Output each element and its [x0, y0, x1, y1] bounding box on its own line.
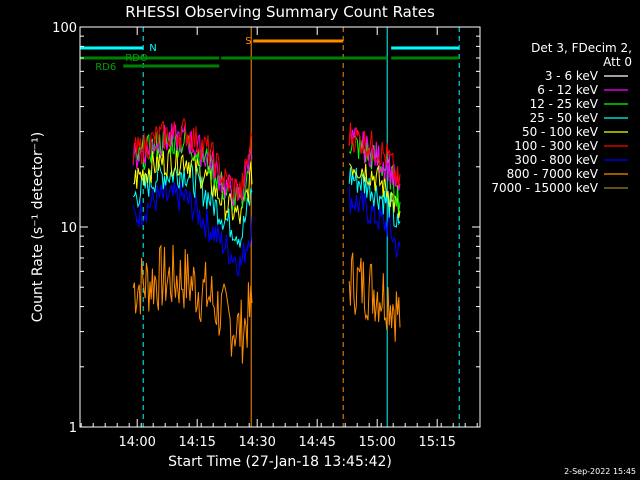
x-axis-label: Start Time (27-Jan-18 13:45:42)	[168, 454, 392, 470]
x-axis-ticks: 14:00 14:15 14:30 14:45 15:00 15:15	[80, 27, 478, 450]
state-label-rdo: RDO	[125, 53, 148, 64]
series-line-6-0	[132, 180, 253, 277]
state-label-rd6: RD6	[95, 62, 116, 73]
legend-header-line-2: Att 0	[603, 55, 632, 69]
series-line-1-1	[348, 126, 401, 191]
y-axis-ticks: 1 10 100	[52, 21, 480, 436]
legend-label-2: 12 - 25 keV	[530, 97, 599, 111]
x-tick-label-2: 14:30	[238, 435, 275, 450]
legend-header-line-1: Det 3, FDecim 2,	[531, 41, 632, 55]
y-tick-label-0: 1	[69, 421, 77, 436]
series-line-1-0	[132, 122, 253, 207]
legend-label-4: 50 - 100 keV	[522, 125, 599, 139]
vertical-markers	[79, 27, 460, 427]
series-line-4-1	[348, 163, 401, 219]
state-label-s: S	[245, 36, 251, 47]
series-line-7-0	[132, 244, 253, 364]
legend-label-1: 6 - 12 keV	[537, 83, 599, 97]
legend-label-7: 800 - 7000 keV	[507, 167, 599, 181]
y-tick-label-2: 100	[52, 21, 77, 36]
y-tick-label-1: 10	[60, 221, 77, 236]
series-line-6-1	[348, 186, 401, 258]
state-label-n: N	[149, 43, 156, 54]
legend-label-5: 100 - 300 keV	[514, 139, 598, 153]
series-line-7-1	[348, 252, 401, 342]
state-bars: N S RDO RD6	[80, 36, 460, 73]
plot-frame	[79, 26, 481, 428]
chart-title: RHESSI Observing Summary Count Rates	[125, 3, 435, 21]
series-line-5-0	[132, 117, 253, 201]
x-tick-label-3: 14:45	[298, 435, 335, 450]
legend-label-0: 3 - 6 keV	[545, 69, 599, 83]
x-tick-label-5: 15:15	[418, 435, 455, 450]
series-line-5-1	[348, 122, 401, 188]
series-group	[132, 117, 401, 364]
footer-date: 2-Sep-2022 15:45	[564, 467, 636, 476]
x-tick-label-0: 14:00	[118, 435, 155, 450]
x-tick-label-4: 15:00	[358, 435, 395, 450]
y-axis-label: Count Rate (s⁻¹ detector⁻¹)	[30, 132, 46, 322]
x-tick-label-1: 14:15	[178, 435, 215, 450]
legend-label-6: 300 - 800 keV	[514, 153, 598, 167]
series-line-3-0	[132, 160, 253, 248]
legend-label-8: 7000 - 15000 keV	[491, 181, 598, 195]
legend-label-3: 25 - 50 keV	[530, 111, 599, 125]
